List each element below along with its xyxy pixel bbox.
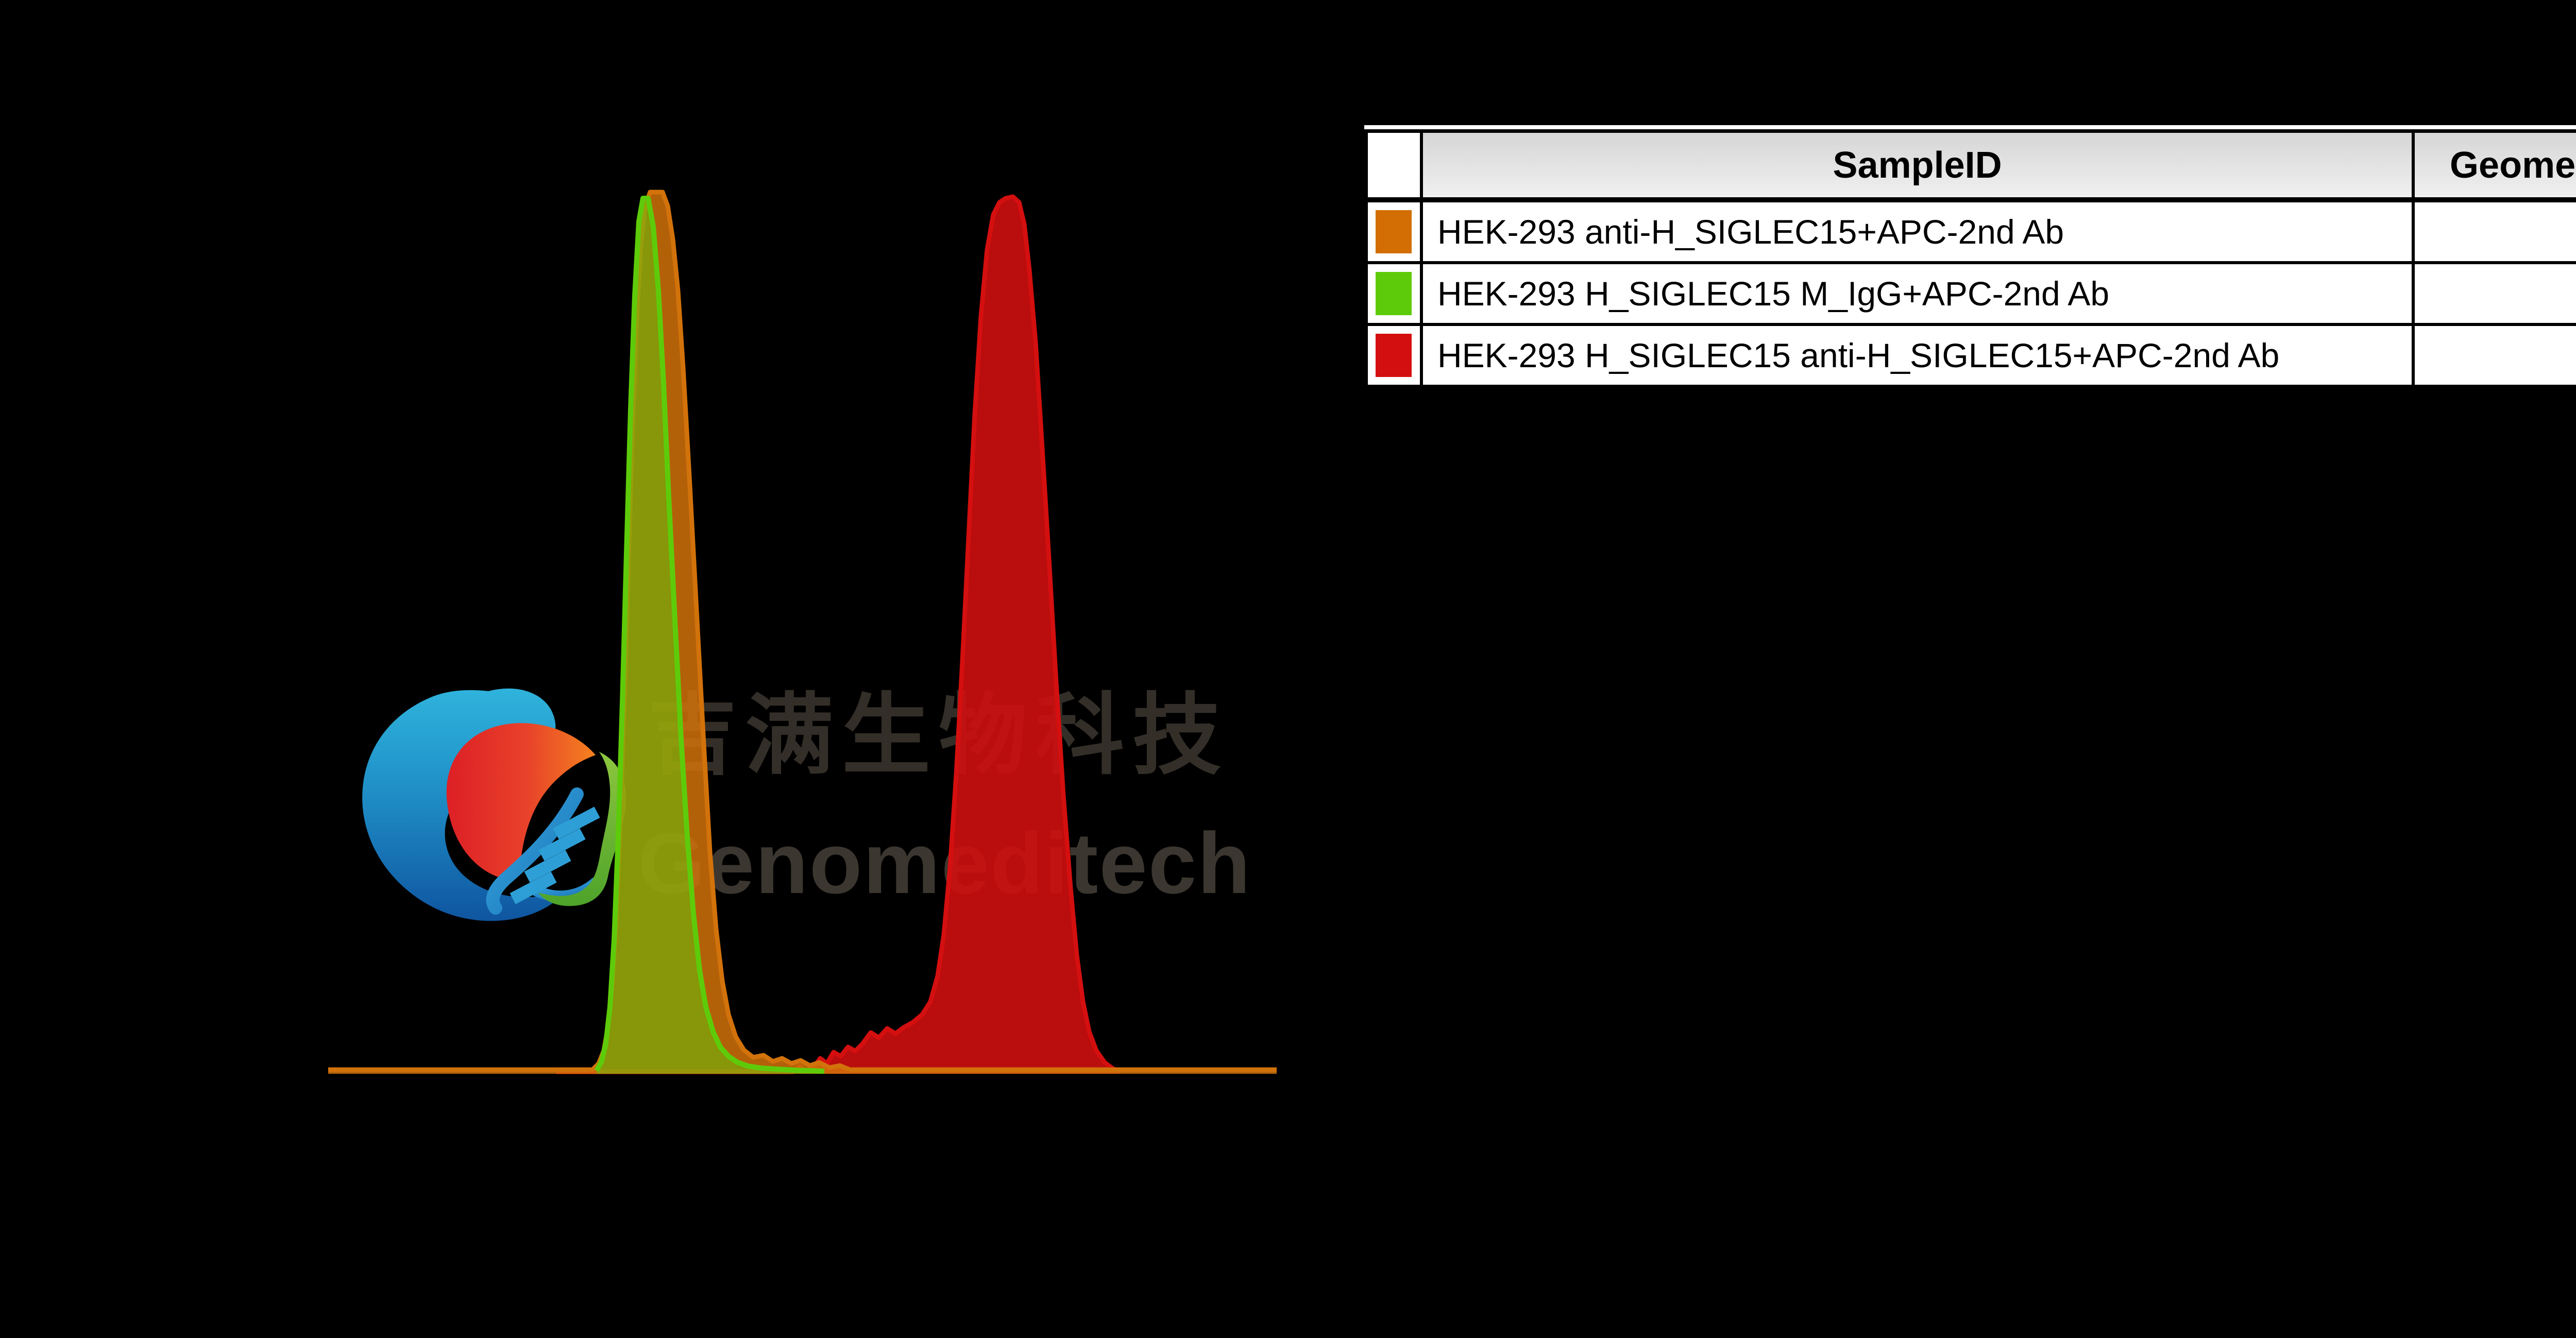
histogram-curve-0 <box>556 194 1122 1074</box>
table-row: HEK-293 H_SIGLEC15 M_IgG+APC-2nd Ab 96.1 <box>1364 261 2576 326</box>
legend-header-statistic: Geometric Mean : RL1-H <box>2412 129 2576 202</box>
histogram-curve-1 <box>328 190 1277 1072</box>
histogram-curve-2 <box>594 196 825 1074</box>
sample-id-label: HEK-293 anti-H_SIGLEC15+APC-2nd Ab <box>1419 198 2415 264</box>
series-color-swatch-green <box>1376 272 1412 315</box>
genomeditech-logo <box>362 688 626 921</box>
geometric-mean-value: 118 <box>2412 198 2576 264</box>
table-row: HEK-293 H_SIGLEC15 anti-H_SIGLEC15+APC-2… <box>1364 323 2576 388</box>
legend-table-container: SampleID Geometric Mean : RL1-H HEK-293 … <box>1364 125 2576 388</box>
geometric-mean-value: 96.1 <box>2412 261 2576 326</box>
histogram-area-2 <box>597 198 824 1074</box>
table-row: HEK-293 anti-H_SIGLEC15+APC-2nd Ab 118 <box>1364 198 2576 264</box>
legend-header-sampleid: SampleID <box>1419 129 2415 202</box>
series-color-swatch-red <box>1376 334 1412 377</box>
watermark-latin-text: Genomeditech <box>638 815 1251 912</box>
sample-id-label: HEK-293 H_SIGLEC15 M_IgG+APC-2nd Ab <box>1419 261 2415 326</box>
histogram-area-0 <box>556 197 1121 1074</box>
legend-header-row: SampleID Geometric Mean : RL1-H <box>1364 129 2576 202</box>
series-color-swatch-orange <box>1376 210 1412 253</box>
legend-header-swatch-cell <box>1364 129 1423 202</box>
histogram-area-1 <box>328 192 1277 1074</box>
histogram-series-layer <box>328 190 1277 1074</box>
legend-table: SampleID Geometric Mean : RL1-H HEK-293 … <box>1364 129 2576 388</box>
geometric-mean-value: 21060 <box>2412 323 2576 388</box>
sample-id-label: HEK-293 H_SIGLEC15 anti-H_SIGLEC15+APC-2… <box>1419 323 2415 388</box>
watermark-cjk-text: 吉满生物科技 <box>648 686 1229 785</box>
